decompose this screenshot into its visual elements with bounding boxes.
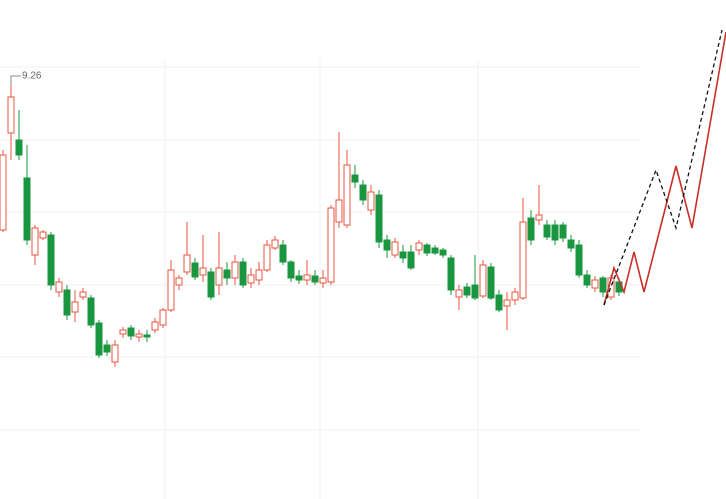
candle-body bbox=[487, 266, 495, 299]
candle-body bbox=[255, 269, 263, 281]
candle-body bbox=[527, 217, 535, 241]
candle-body bbox=[55, 281, 63, 293]
candle-body bbox=[559, 224, 567, 239]
candle-body bbox=[551, 224, 559, 241]
candle-body bbox=[119, 329, 127, 335]
candle-body bbox=[463, 286, 471, 296]
max-marker bbox=[10, 75, 21, 85]
candle-body bbox=[207, 271, 215, 298]
candle-body bbox=[15, 139, 23, 156]
candle-body bbox=[239, 261, 247, 286]
candle-body bbox=[7, 96, 15, 134]
candle-body bbox=[375, 194, 383, 243]
candle-body bbox=[127, 327, 135, 337]
candle-body bbox=[383, 239, 391, 251]
max-label: 9.26 bbox=[22, 71, 42, 82]
candle-body bbox=[63, 289, 71, 316]
projection-line bbox=[603, 29, 723, 306]
candle-body bbox=[343, 164, 351, 226]
candle-body bbox=[407, 251, 415, 269]
candle-body bbox=[399, 251, 407, 259]
candle-body bbox=[79, 291, 87, 298]
candle-body bbox=[231, 261, 239, 279]
candle-body bbox=[535, 214, 543, 221]
candle-body bbox=[431, 247, 439, 254]
candle-body bbox=[287, 261, 295, 279]
candle-body bbox=[0, 154, 7, 231]
candle-body bbox=[367, 191, 375, 211]
candle-body bbox=[247, 274, 255, 284]
candle-body bbox=[159, 309, 167, 326]
candle-body bbox=[423, 244, 431, 254]
candle-body bbox=[303, 274, 311, 281]
candle-body bbox=[103, 344, 111, 353]
grid bbox=[0, 60, 640, 499]
candle-body bbox=[199, 267, 207, 276]
candle-body bbox=[335, 199, 343, 223]
candle-body bbox=[23, 177, 31, 241]
candle-body bbox=[567, 239, 575, 249]
candle-body bbox=[295, 275, 303, 281]
candle-body bbox=[31, 227, 39, 256]
candle-body bbox=[111, 344, 119, 363]
candle-body bbox=[175, 277, 183, 286]
candle-body bbox=[503, 299, 511, 307]
candle-body bbox=[511, 291, 519, 301]
candle-body bbox=[543, 224, 551, 238]
candle-body bbox=[599, 277, 607, 293]
candle-body bbox=[191, 262, 199, 278]
candle-body bbox=[95, 322, 103, 356]
candle-body bbox=[183, 254, 191, 273]
candle-body bbox=[391, 241, 399, 256]
candle-body bbox=[271, 239, 279, 249]
candle-body bbox=[439, 249, 447, 256]
candle-body bbox=[39, 231, 47, 239]
candle-body bbox=[519, 221, 527, 299]
candle-body bbox=[327, 207, 335, 283]
candle-body bbox=[415, 242, 423, 251]
candle-body bbox=[591, 279, 599, 289]
projection-line bbox=[603, 31, 726, 306]
candle-body bbox=[279, 244, 287, 263]
candle-body bbox=[167, 269, 175, 311]
candle-body bbox=[87, 297, 95, 326]
candle-body bbox=[447, 257, 455, 291]
candle-body bbox=[215, 267, 223, 286]
candle-body bbox=[263, 244, 271, 271]
candle-body bbox=[319, 277, 327, 284]
candle-body bbox=[311, 275, 319, 283]
candle-body bbox=[583, 274, 591, 286]
candle-body bbox=[223, 269, 231, 279]
candle-body bbox=[455, 289, 463, 298]
candle-body bbox=[151, 321, 159, 331]
candle-body bbox=[135, 333, 143, 338]
candle-body bbox=[495, 294, 503, 311]
candle-body bbox=[143, 334, 151, 338]
candle-body bbox=[575, 244, 583, 276]
candle-body bbox=[71, 301, 79, 313]
candle-body bbox=[471, 284, 479, 299]
candle-body bbox=[479, 264, 487, 297]
candle-body bbox=[47, 234, 55, 286]
candle-body bbox=[351, 174, 359, 183]
candle-body bbox=[359, 184, 367, 201]
